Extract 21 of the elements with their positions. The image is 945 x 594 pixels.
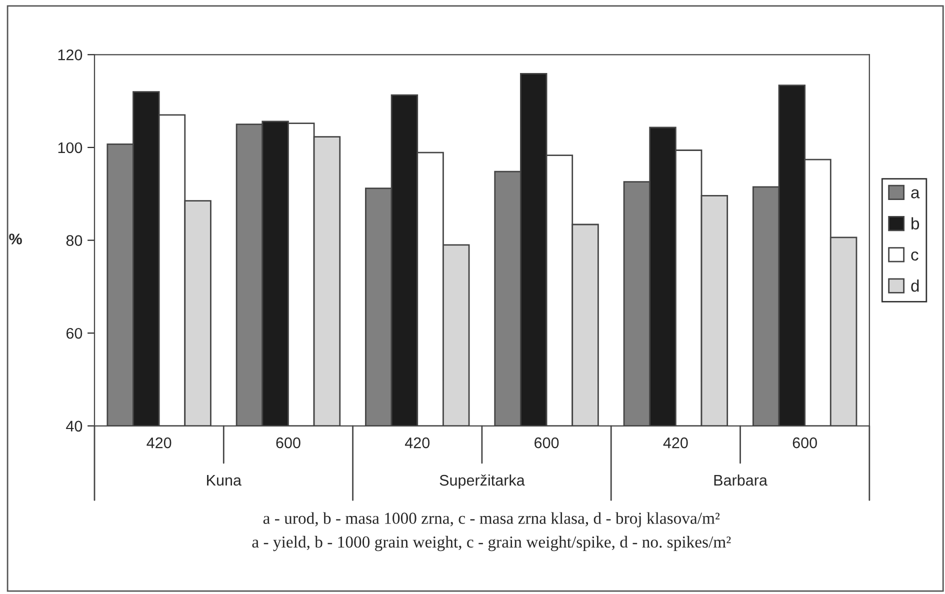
y-tick-label: 80 <box>66 235 82 246</box>
y-tick-label: 40 <box>66 420 82 432</box>
text: a - yield, b - 1000 grain weight, c - grain weight/spike, d - no. spikes/m² <box>252 536 731 552</box>
text: a - urod, b - masa 1000 zrna, c - masa zrna klasa, d - broj klasova/m² <box>263 512 720 528</box>
x-tick-label: 600 <box>276 437 300 448</box>
legend-label: a <box>911 189 920 198</box>
legend-label: b <box>912 217 920 230</box>
x-tick-label: 420 <box>146 437 172 448</box>
y-tick-label: 60 <box>66 328 82 339</box>
x-tick-label: 420 <box>663 437 688 448</box>
x-tick-label: 600 <box>534 437 559 448</box>
y-axis-title: % <box>9 234 22 244</box>
text: Superžitarka <box>440 474 525 489</box>
y-tick-label: 120 <box>58 50 82 60</box>
y-tick-label: 100 <box>58 142 82 154</box>
x-tick-label: 600 <box>792 437 817 448</box>
text: Kuna <box>207 475 242 486</box>
text: Barbara <box>714 474 768 486</box>
legend-label: d <box>911 279 919 292</box>
x-tick-label: 420 <box>404 437 430 448</box>
legend-label: c <box>911 251 918 261</box>
